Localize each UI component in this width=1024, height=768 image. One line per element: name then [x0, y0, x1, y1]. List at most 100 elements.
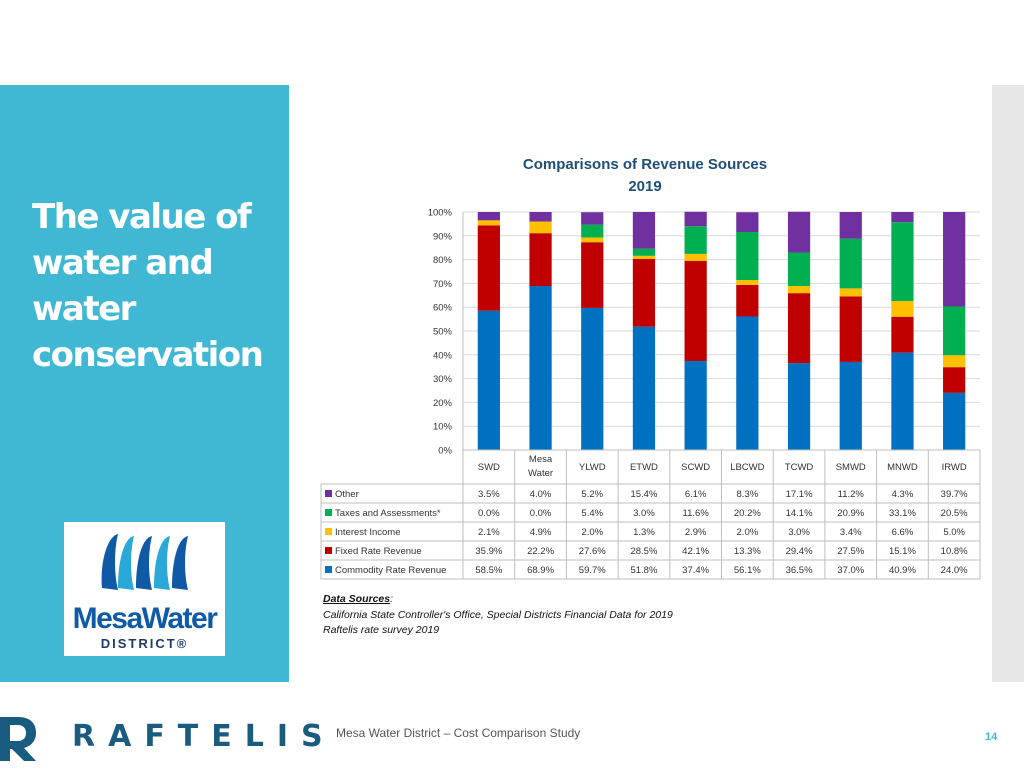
data-label: 6.1%: [685, 489, 707, 500]
bar-other-lbcwd: [736, 212, 759, 232]
data-label: 11.6%: [683, 508, 710, 519]
bar-taxes-and-assessments-ylwd: [581, 224, 604, 238]
bar-other-swd: [477, 212, 500, 221]
bar-other-mesa-water: [529, 212, 552, 222]
bar-fixed-rate-revenue-tcwd: [787, 293, 811, 364]
data-label: 8.3%: [737, 489, 759, 500]
data-label: 4.9%: [530, 527, 552, 538]
bar-taxes-and-assessments-tcwd: [787, 252, 811, 287]
bar-interest-income-irwd: [943, 355, 966, 368]
data-label: 58.5%: [475, 565, 502, 576]
data-label: 3.0%: [788, 527, 810, 538]
data-label: 39.7%: [941, 489, 968, 500]
bar-taxes-and-assessments-irwd: [943, 306, 966, 356]
data-label: 13.3%: [734, 546, 761, 557]
bar-commodity-rate-revenue-lbcwd: [736, 316, 759, 450]
x-tick-label: IRWD: [942, 462, 967, 473]
bar-commodity-rate-revenue-mnwd: [891, 352, 914, 450]
data-label: 2.9%: [685, 527, 707, 538]
legend-label-other: Other: [335, 489, 359, 500]
bar-taxes-and-assessments-lbcwd: [736, 231, 759, 281]
x-tick-label: LBCWD: [730, 462, 764, 473]
data-label: 14.1%: [786, 508, 813, 519]
y-tick-label: 70%: [433, 279, 453, 290]
data-label: 27.5%: [837, 546, 864, 557]
data-label: 2.0%: [737, 527, 759, 538]
data-label: 2.1%: [478, 527, 500, 538]
legend-swatch-interest-income: [325, 528, 332, 535]
y-tick-label: 100%: [428, 208, 453, 219]
data-label: 15.4%: [630, 489, 657, 500]
data-label: 5.4%: [581, 508, 603, 519]
bar-fixed-rate-revenue-scwd: [684, 260, 707, 361]
data-label: 4.0%: [530, 489, 552, 500]
bar-commodity-rate-revenue-ylwd: [581, 307, 604, 450]
data-label: 51.8%: [630, 565, 657, 576]
x-tick-label: TCWD: [785, 462, 814, 473]
data-label: 0.0%: [530, 508, 552, 519]
y-tick-label: 90%: [433, 231, 453, 242]
data-label: 0.0%: [478, 508, 500, 519]
bar-fixed-rate-revenue-irwd: [943, 367, 966, 393]
legend-swatch-commodity-rate-revenue: [325, 566, 332, 573]
bar-taxes-and-assessments-scwd: [684, 226, 707, 254]
data-label: 6.6%: [892, 527, 914, 538]
y-tick-label: 60%: [433, 303, 453, 314]
y-tick-label: 30%: [433, 374, 453, 385]
bar-commodity-rate-revenue-scwd: [684, 360, 707, 450]
bar-commodity-rate-revenue-swd: [477, 310, 500, 450]
legend-label-fixed-rate-revenue: Fixed Rate Revenue: [335, 546, 422, 557]
logo-name: MesaWater: [72, 602, 218, 635]
data-label: 20.2%: [734, 508, 761, 519]
bar-other-tcwd: [787, 211, 811, 253]
y-tick-label: 10%: [433, 422, 453, 433]
data-label: 59.7%: [579, 565, 606, 576]
data-label: 20.5%: [941, 508, 968, 519]
data-label: 15.1%: [889, 546, 916, 557]
bar-commodity-rate-revenue-etwd: [632, 326, 656, 450]
bar-fixed-rate-revenue-lbcwd: [736, 284, 759, 317]
data-label: 35.9%: [475, 546, 502, 557]
right-edge-strip: [992, 85, 1024, 682]
chart-title: Comparisons of Revenue Sources 2019: [522, 156, 768, 195]
x-tick-label: Mesa: [529, 454, 553, 465]
legend-swatch-other: [325, 490, 332, 497]
data-label: 3.0%: [633, 508, 655, 519]
y-tick-label: 80%: [433, 255, 453, 266]
data-label: 22.2%: [527, 546, 554, 557]
data-label: 10.8%: [941, 546, 968, 557]
data-label: 29.4%: [786, 546, 813, 557]
x-tick-label: YLWD: [579, 462, 606, 473]
x-tick-label: ETWD: [630, 462, 658, 473]
bar-taxes-and-assessments-smwd: [839, 238, 862, 289]
source-line: Raftelis rate survey 2019: [323, 624, 440, 636]
data-label: 36.5%: [786, 565, 813, 576]
legend-label-commodity-rate-revenue: Commodity Rate Revenue: [335, 565, 446, 576]
data-label: 37.4%: [682, 565, 709, 576]
y-tick-label: 40%: [433, 350, 453, 361]
bar-commodity-rate-revenue-mesa-water: [529, 286, 552, 450]
page-number: 14: [985, 731, 998, 743]
legend-label-interest-income: Interest Income: [335, 527, 400, 538]
bar-interest-income-etwd: [632, 255, 656, 259]
x-tick-label: MNWD: [887, 462, 918, 473]
bar-other-scwd: [684, 211, 707, 227]
y-tick-label: 20%: [433, 398, 453, 409]
bar-interest-income-swd: [477, 220, 500, 226]
bar-commodity-rate-revenue-irwd: [943, 392, 966, 450]
bar-interest-income-mnwd: [891, 301, 914, 317]
bar-commodity-rate-revenue-tcwd: [787, 363, 811, 450]
bar-fixed-rate-revenue-smwd: [839, 296, 862, 362]
sources-heading: Data Sources: [323, 593, 391, 605]
bar-interest-income-ylwd: [581, 237, 604, 243]
data-label: 68.9%: [527, 565, 554, 576]
y-tick-label: 0%: [438, 446, 452, 457]
y-tick-label: 50%: [433, 327, 453, 338]
slide-title: The value of water and water conservatio…: [32, 197, 264, 375]
data-label: 27.6%: [579, 546, 606, 557]
data-label: 33.1%: [889, 508, 916, 519]
bar-interest-income-smwd: [839, 288, 862, 297]
data-label: 42.1%: [682, 546, 709, 557]
bar-interest-income-scwd: [684, 253, 707, 261]
